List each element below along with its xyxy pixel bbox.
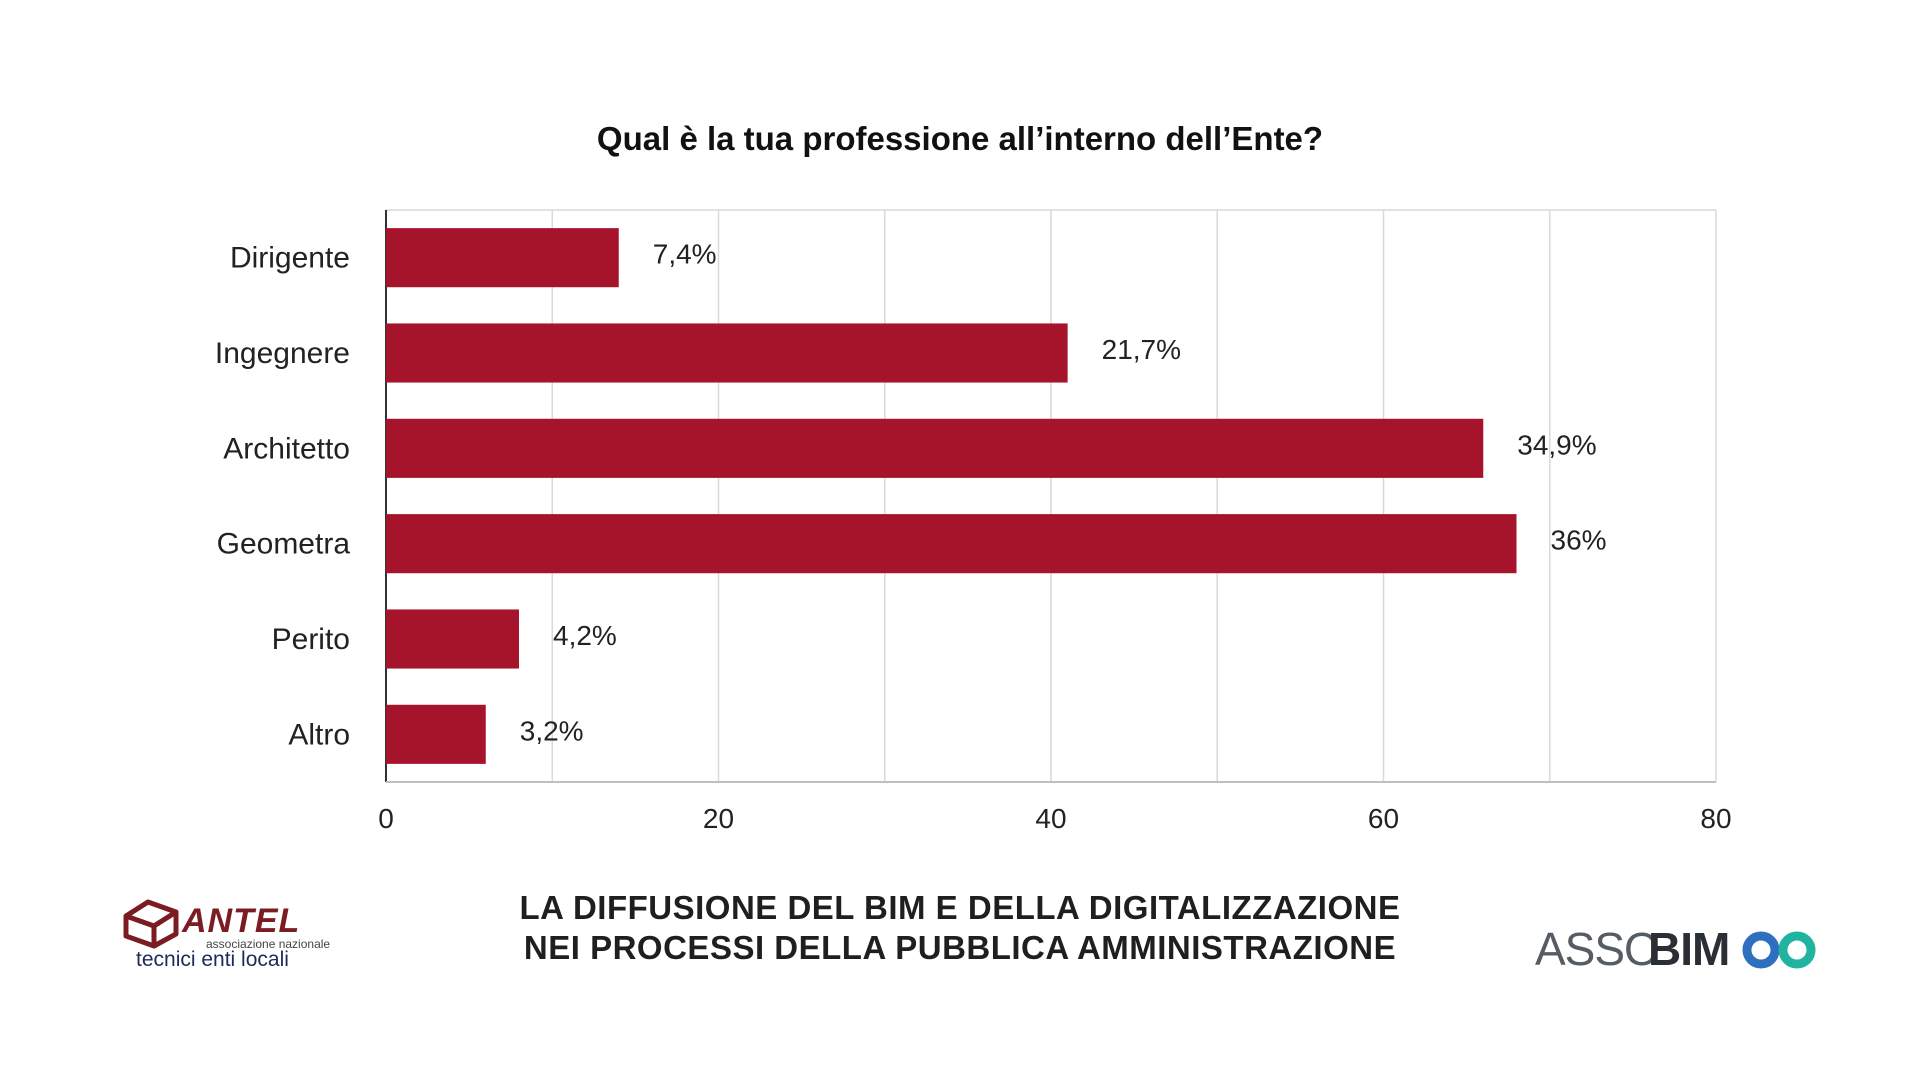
category-label-geometra: Geometra — [217, 528, 351, 561]
label-layer: Dirigente 7,4% Ingegnere 21,7% Architetto 34,… — [215, 239, 1607, 752]
bar-layer — [386, 228, 1517, 764]
bar-architetto — [386, 418, 1484, 478]
grid-layer — [385, 209, 1717, 783]
value-label-dirigente: 7,4% — [653, 239, 717, 270]
assobim-infinity-icon — [1742, 931, 1816, 969]
footer-line-1: LA DIFFUSIONE DEL BIM E DELLA DIGITALIZZ… — [519, 889, 1401, 926]
value-label-architetto: 34,9% — [1517, 429, 1596, 460]
x-tick-label-20: 20 — [703, 803, 734, 834]
x-tick-label-80: 80 — [1700, 803, 1731, 834]
category-label-perito: Perito — [272, 623, 350, 656]
category-label-dirigente: Dirigente — [230, 242, 350, 275]
antel-logo: ANTEL associazione nazionale tecnici ent… — [122, 898, 330, 973]
x-tick-label-0: 0 — [378, 803, 394, 834]
bar-geometra — [386, 514, 1517, 574]
value-label-ingegnere: 21,7% — [1102, 334, 1181, 365]
bar-perito — [386, 609, 519, 669]
value-label-perito: 4,2% — [553, 620, 617, 651]
antel-subtitle: associazione nazionale — [206, 937, 331, 951]
bar-dirigente — [386, 228, 619, 288]
category-label-ingegnere: Ingegnere — [215, 337, 350, 370]
assobim-prefix: ASSO — [1535, 923, 1660, 975]
footer-title: LA DIFFUSIONE DEL BIM E DELLA DIGITALIZZ… — [460, 888, 1460, 968]
antel-subtitle-2: tecnici enti locali — [136, 948, 289, 971]
assobim-logo: ASSO BIM — [1535, 922, 1820, 982]
category-label-architetto: Architetto — [223, 432, 350, 465]
x-tick-label-40: 40 — [1035, 803, 1066, 834]
chart-title: Qual è la tua professione all’interno de… — [597, 120, 1323, 157]
value-label-altro: 3,2% — [520, 715, 584, 746]
assobim-suffix: BIM — [1648, 923, 1730, 975]
tick-layer: 0 20 40 60 80 — [378, 803, 1731, 834]
antel-name: ANTEL — [182, 902, 301, 940]
bar-altro — [386, 704, 486, 764]
antel-house-icon — [123, 899, 179, 949]
x-tick-label-60: 60 — [1368, 803, 1399, 834]
footer-line-2: NEI PROCESSI DELLA PUBBLICA AMMINISTRAZI… — [523, 929, 1397, 966]
bar-ingegnere — [386, 323, 1068, 383]
category-label-altro: Altro — [288, 718, 350, 751]
value-label-geometra: 36% — [1551, 525, 1607, 556]
